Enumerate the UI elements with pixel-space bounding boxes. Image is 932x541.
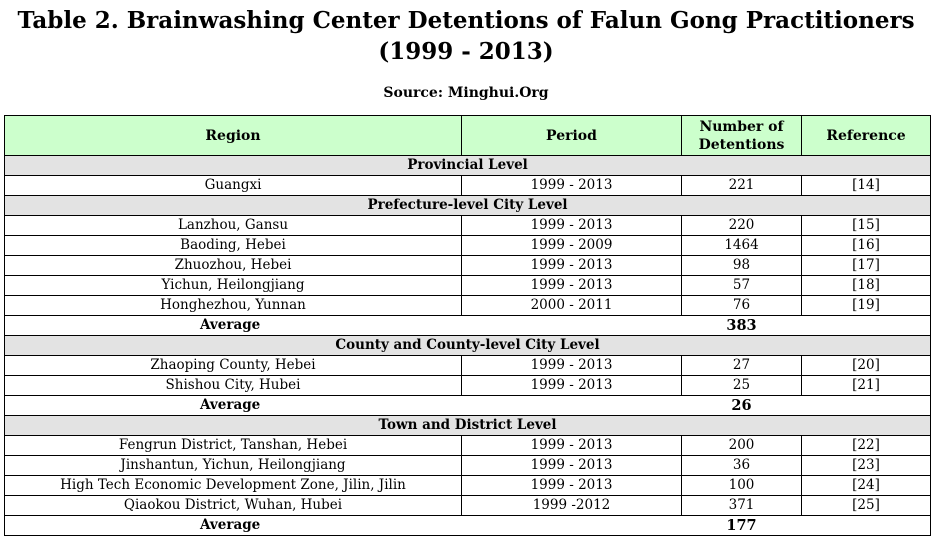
detentions-table: Region Period Number of Detentions Refer… <box>4 115 931 536</box>
section-label: Town and District Level <box>4 415 931 436</box>
cell-period: 1999 - 2013 <box>461 475 682 496</box>
cell-region: Guangxi <box>4 175 462 196</box>
average-label: Average <box>4 315 682 336</box>
table-row: High Tech Economic Development Zone, Jil… <box>4 475 931 496</box>
cell-period: 1999 - 2013 <box>461 255 682 276</box>
cell-reference: [21] <box>801 375 931 396</box>
header-number-of-detentions: Number of Detentions <box>681 115 802 156</box>
cell-period: 1999 -2012 <box>461 495 682 516</box>
cell-region: Jinshantun, Yichun, Heilongjiang <box>4 455 462 476</box>
cell-period: 1999 - 2013 <box>461 375 682 396</box>
section-header-row: Provincial Level <box>4 155 931 176</box>
cell-reference: [16] <box>801 235 931 256</box>
table-header-row: Region Period Number of Detentions Refer… <box>4 115 931 156</box>
cell-reference: [18] <box>801 275 931 296</box>
table-source: Source: Minghui.Org <box>383 85 549 101</box>
cell-period: 1999 - 2009 <box>461 235 682 256</box>
cell-region: Lanzhou, Gansu <box>4 215 462 236</box>
cell-region: Fengrun District, Tanshan, Hebei <box>4 435 462 456</box>
cell-reference: [17] <box>801 255 931 276</box>
cell-region: Yichun, Heilongjiang <box>4 275 462 296</box>
section-label: Provincial Level <box>4 155 931 176</box>
cell-number: 98 <box>681 255 802 276</box>
table-row: Yichun, Heilongjiang 1999 - 2013 57 [18] <box>4 275 931 296</box>
cell-number: 220 <box>681 215 802 236</box>
cell-region: Baoding, Hebei <box>4 235 462 256</box>
average-empty-cell <box>801 515 931 536</box>
section-header-row: County and County-level City Level <box>4 335 931 356</box>
table-row: Baoding, Hebei 1999 - 2009 1464 [16] <box>4 235 931 256</box>
cell-reference: [25] <box>801 495 931 516</box>
table-row: Lanzhou, Gansu 1999 - 2013 220 [15] <box>4 215 931 236</box>
table-row: Shishou City, Hubei 1999 - 2013 25 [21] <box>4 375 931 396</box>
average-row: Average 177 <box>4 515 931 536</box>
section-label: Prefecture-level City Level <box>4 195 931 216</box>
cell-period: 1999 - 2013 <box>461 215 682 236</box>
cell-period: 1999 - 2013 <box>461 175 682 196</box>
cell-region: Qiaokou District, Wuhan, Hubei <box>4 495 462 516</box>
cell-number: 221 <box>681 175 802 196</box>
cell-number: 76 <box>681 295 802 316</box>
cell-number: 100 <box>681 475 802 496</box>
table-body: Provincial Level Guangxi 1999 - 2013 221 [14… <box>4 155 931 536</box>
table-row: Jinshantun, Yichun, Heilongjiang 1999 - 2… <box>4 455 931 476</box>
cell-period: 1999 - 2013 <box>461 275 682 296</box>
cell-number: 200 <box>681 435 802 456</box>
cell-region: Honghezhou, Yunnan <box>4 295 462 316</box>
cell-number: 27 <box>681 355 802 376</box>
cell-region: Zhaoping County, Hebei <box>4 355 462 376</box>
cell-period: 1999 - 2013 <box>461 455 682 476</box>
cell-number: 36 <box>681 455 802 476</box>
header-period: Period <box>461 115 682 156</box>
table-row: Zhaoping County, Hebei 1999 - 2013 27 [20] <box>4 355 931 376</box>
cell-region: High Tech Economic Development Zone, Jil… <box>4 475 462 496</box>
cell-number: 371 <box>681 495 802 516</box>
average-empty-cell <box>801 315 931 336</box>
average-value: 177 <box>681 515 802 536</box>
average-value: 26 <box>681 395 802 416</box>
cell-period: 2000 - 2011 <box>461 295 682 316</box>
table-row: Honghezhou, Yunnan 2000 - 2011 76 [19] <box>4 295 931 316</box>
cell-reference: [15] <box>801 215 931 236</box>
section-header-row: Prefecture-level City Level <box>4 195 931 216</box>
cell-number: 1464 <box>681 235 802 256</box>
table-title: Table 2. Brainwashing Center Detentions … <box>17 7 915 65</box>
average-row: Average 383 <box>4 315 931 336</box>
average-row: Average 26 <box>4 395 931 416</box>
header-reference: Reference <box>801 115 931 156</box>
cell-reference: [20] <box>801 355 931 376</box>
cell-reference: [19] <box>801 295 931 316</box>
section-label: County and County-level City Level <box>4 335 931 356</box>
cell-reference: [23] <box>801 455 931 476</box>
average-label: Average <box>4 515 682 536</box>
cell-period: 1999 - 2013 <box>461 435 682 456</box>
section-header-row: Town and District Level <box>4 415 931 436</box>
average-label: Average <box>4 395 682 416</box>
cell-reference: [14] <box>801 175 931 196</box>
cell-number: 57 <box>681 275 802 296</box>
cell-reference: [24] <box>801 475 931 496</box>
cell-number: 25 <box>681 375 802 396</box>
cell-reference: [22] <box>801 435 931 456</box>
cell-region: Zhuozhou, Hebei <box>4 255 462 276</box>
cell-region: Shishou City, Hubei <box>4 375 462 396</box>
header-region: Region <box>4 115 462 156</box>
average-value: 383 <box>681 315 802 336</box>
average-empty-cell <box>801 395 931 416</box>
table-row: Zhuozhou, Hebei 1999 - 2013 98 [17] <box>4 255 931 276</box>
table-row: Guangxi 1999 - 2013 221 [14] <box>4 175 931 196</box>
table-row: Qiaokou District, Wuhan, Hubei 1999 -2012… <box>4 495 931 516</box>
table-row: Fengrun District, Tanshan, Hebei 1999 - 2… <box>4 435 931 456</box>
cell-period: 1999 - 2013 <box>461 355 682 376</box>
